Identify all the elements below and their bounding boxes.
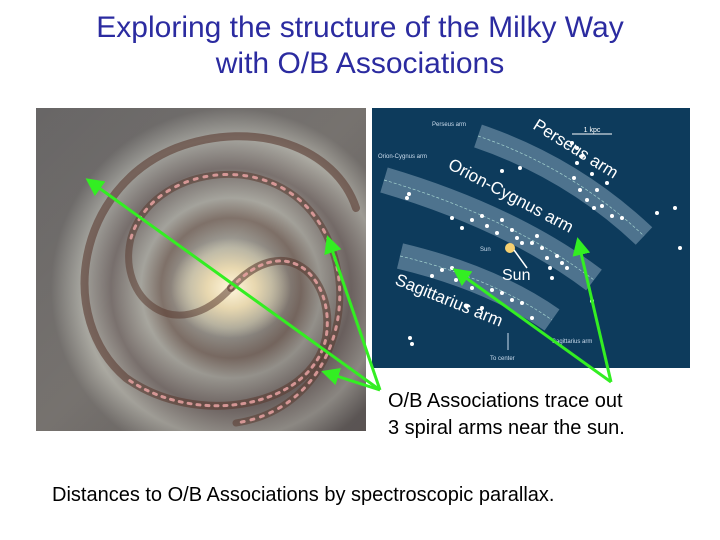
- ob-association-dot: [555, 254, 559, 258]
- ob-association-dot: [678, 246, 682, 250]
- ob-association-dot: [510, 228, 514, 232]
- ob-association-dot: [550, 276, 554, 280]
- footer-text: Distances to O/B Associations by spectro…: [52, 484, 555, 506]
- ob-association-dot: [407, 192, 411, 196]
- ob-association-dot: [570, 141, 574, 145]
- ob-association-dot: [495, 231, 499, 235]
- ob-association-dot: [600, 204, 604, 208]
- ob-association-dot: [460, 226, 464, 230]
- ob-association-dot: [575, 146, 579, 150]
- ob-association-dot: [575, 161, 579, 165]
- ob-association-dot: [500, 291, 504, 295]
- caption: O/B Associations trace out 3 spiral arms…: [388, 388, 625, 442]
- ob-association-dot: [500, 169, 504, 173]
- ob-association-dot: [430, 274, 434, 278]
- arm-map-svg: 1 kpc Perseus arm Orion-Cygnus arm Sagit…: [378, 115, 682, 362]
- ob-association-dot: [450, 216, 454, 220]
- ob-association-dot: [655, 211, 659, 215]
- ob-association-dot: [480, 214, 484, 218]
- ob-association-dot: [530, 241, 534, 245]
- ob-association-dot: [540, 246, 544, 250]
- ob-association-dot: [565, 266, 569, 270]
- ob-association-dot: [673, 206, 677, 210]
- ob-association-dot: [410, 342, 414, 346]
- ob-association-dot: [450, 266, 454, 270]
- galaxy-arms: [80, 132, 360, 427]
- ob-association-dot: [620, 216, 624, 220]
- ob-association-dot: [490, 288, 494, 292]
- ob-association-dot: [470, 218, 474, 222]
- ob-association-dot: [595, 188, 599, 192]
- ob-association-dot: [585, 198, 589, 202]
- ob-association-dot: [440, 268, 444, 272]
- ob-association-dot: [578, 188, 582, 192]
- caption-line-2: 3 spiral arms near the sun.: [388, 417, 625, 439]
- ob-association-dot: [535, 234, 539, 238]
- caption-line-1: O/B Associations trace out: [388, 390, 623, 412]
- ob-association-dot: [530, 316, 534, 320]
- small-label-sun: Sun: [480, 247, 491, 253]
- ob-association-dot: [605, 181, 609, 185]
- ob-association-dot: [572, 176, 576, 180]
- ob-association-dot: [454, 278, 458, 282]
- ob-association-dot: [592, 206, 596, 210]
- ob-association-dot: [590, 299, 594, 303]
- slide-title: Exploring the structure of the Milky Way…: [0, 10, 720, 82]
- small-label-orion: Orion-Cygnus arm: [378, 154, 427, 160]
- ob-association-dot: [520, 241, 524, 245]
- ob-association-dot: [405, 196, 409, 200]
- to-center-label: To center: [490, 356, 515, 362]
- ob-association-dot: [510, 298, 514, 302]
- ob-association-dot: [590, 172, 594, 176]
- ob-association-dot: [460, 271, 464, 275]
- title-line-1: Exploring the structure of the Milky Way: [96, 11, 624, 44]
- ob-association-dot: [610, 214, 614, 218]
- big-label-sun: Sun: [502, 267, 530, 284]
- ob-association-dot: [518, 166, 522, 170]
- ob-association-dot: [560, 261, 564, 265]
- ob-association-dot: [580, 154, 584, 158]
- title-line-2: with O/B Associations: [215, 47, 505, 80]
- small-label-sagittarius: Sagittarius arm: [552, 339, 592, 345]
- ob-association-dot: [408, 336, 412, 340]
- ob-association-dot: [515, 236, 519, 240]
- ob-association-dot: [470, 286, 474, 290]
- whirlpool-galaxy-image: [36, 108, 366, 431]
- ob-association-dot: [545, 256, 549, 260]
- ob-association-dot: [500, 218, 504, 222]
- milky-way-arm-map: 1 kpc Perseus arm Orion-Cygnus arm Sagit…: [372, 108, 690, 368]
- scale-label: 1 kpc: [584, 127, 601, 134]
- small-label-perseus: Perseus arm: [432, 122, 466, 128]
- sun-marker: [505, 243, 515, 253]
- ob-association-dot: [485, 224, 489, 228]
- ob-association-dot: [520, 301, 524, 305]
- ob-association-dot: [548, 266, 552, 270]
